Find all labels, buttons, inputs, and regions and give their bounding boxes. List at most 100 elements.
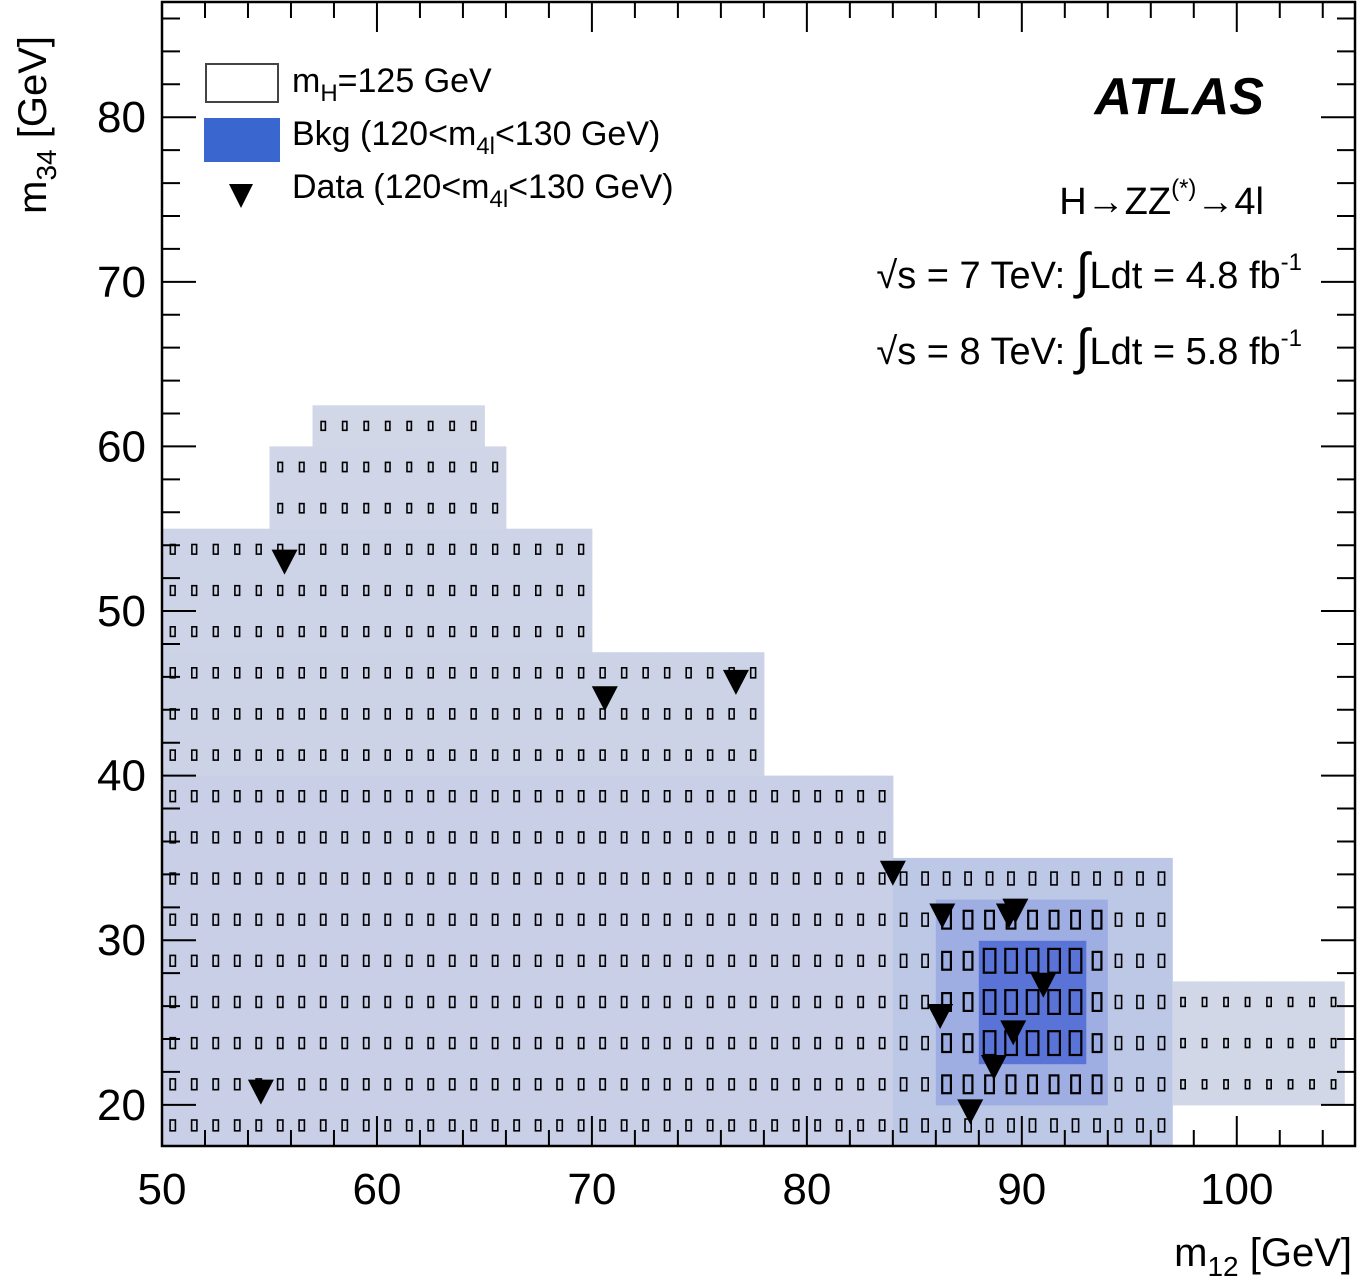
bkg-bin bbox=[806, 1104, 829, 1147]
bkg-bin bbox=[570, 940, 593, 982]
bkg-bin bbox=[828, 1063, 851, 1106]
signal-box bbox=[620, 666, 628, 679]
signal-box bbox=[620, 749, 628, 761]
bkg-bin bbox=[269, 1022, 292, 1065]
data-point bbox=[591, 686, 618, 712]
bkg-bin bbox=[291, 487, 313, 530]
bkg-bin bbox=[505, 693, 528, 735]
bkg-bin bbox=[226, 734, 249, 777]
bkg-bin bbox=[484, 487, 507, 530]
signal-box bbox=[534, 543, 542, 555]
plot-frame bbox=[160, 0, 1357, 1148]
bkg-bin bbox=[570, 693, 593, 735]
bkg-bin bbox=[162, 734, 184, 777]
bkg-bin bbox=[312, 816, 335, 859]
bkg-bin bbox=[398, 528, 421, 571]
bkg-bin bbox=[419, 446, 442, 489]
signal-box bbox=[941, 1074, 953, 1095]
x-tick-label: 100 bbox=[1200, 1165, 1273, 1214]
signal-box bbox=[212, 872, 220, 885]
bkg-bin bbox=[1043, 899, 1066, 941]
bkg-bin bbox=[355, 693, 378, 735]
signal-box bbox=[1114, 1077, 1123, 1092]
signal-box bbox=[212, 831, 220, 844]
bkg-bin bbox=[398, 857, 421, 900]
bkg-bin bbox=[570, 816, 593, 859]
bkg-bin bbox=[935, 940, 958, 982]
signal-box bbox=[341, 708, 348, 720]
bkg-bin bbox=[677, 775, 700, 818]
bkg-bin bbox=[1301, 981, 1324, 1024]
signal-box bbox=[599, 789, 607, 803]
bkg-bin bbox=[742, 1104, 765, 1147]
data-point bbox=[1000, 1020, 1027, 1046]
bkg-bin bbox=[548, 693, 571, 735]
signal-box bbox=[405, 666, 413, 679]
bkg-bin bbox=[634, 1022, 657, 1065]
signal-box bbox=[491, 954, 499, 968]
signal-box bbox=[255, 749, 262, 761]
signal-box bbox=[384, 1036, 392, 1050]
data-point bbox=[1030, 972, 1057, 998]
bkg-bin bbox=[806, 775, 829, 818]
bkg-bin bbox=[548, 940, 571, 982]
signal-box bbox=[491, 831, 499, 844]
signal-box bbox=[384, 502, 391, 514]
bkg-bin bbox=[377, 569, 399, 612]
bkg-bin bbox=[1215, 981, 1238, 1024]
signal-box bbox=[491, 749, 499, 761]
bkg-bin bbox=[312, 775, 335, 818]
bkg-bin bbox=[1150, 940, 1173, 982]
signal-box bbox=[319, 1036, 327, 1050]
signal-box bbox=[470, 584, 477, 597]
signal-box bbox=[642, 913, 650, 926]
signal-box bbox=[427, 502, 434, 514]
bkg-bin bbox=[677, 652, 700, 694]
signal-box bbox=[663, 749, 671, 761]
signal-box bbox=[878, 954, 886, 968]
bkg-bin bbox=[892, 940, 915, 982]
signal-box bbox=[362, 749, 370, 761]
signal-box bbox=[276, 1036, 284, 1050]
bkg-bin bbox=[914, 1022, 937, 1065]
bkg-bin bbox=[441, 1063, 464, 1106]
signal-box bbox=[212, 1119, 220, 1132]
signal-box bbox=[190, 913, 198, 926]
bkg-bin bbox=[462, 1063, 485, 1106]
signal-box bbox=[706, 995, 714, 1009]
bkg-bin bbox=[484, 899, 507, 941]
signal-box bbox=[1244, 996, 1251, 1008]
signal-box bbox=[212, 954, 220, 968]
signal-box bbox=[298, 584, 305, 597]
signal-box bbox=[899, 1118, 908, 1133]
bkg-bin bbox=[656, 940, 679, 982]
bkg-bin bbox=[484, 652, 507, 694]
bkg-bin bbox=[591, 1063, 614, 1106]
signal-box bbox=[341, 995, 349, 1009]
signal-box bbox=[277, 584, 284, 597]
y-tick-label: 70 bbox=[97, 258, 146, 307]
bkg-bin bbox=[957, 981, 980, 1024]
bkg-bin bbox=[1172, 981, 1195, 1024]
bkg-bin bbox=[162, 816, 184, 859]
bkg-bin bbox=[871, 981, 894, 1024]
signal-box bbox=[427, 789, 435, 803]
bkg-bin bbox=[505, 652, 528, 694]
signal-box bbox=[406, 461, 413, 473]
bkg-bin bbox=[763, 899, 786, 941]
bkg-bin bbox=[1000, 1063, 1023, 1106]
bkg-bin bbox=[548, 981, 571, 1024]
signal-box bbox=[749, 1036, 757, 1050]
bkg-bin bbox=[763, 857, 786, 900]
signal-box bbox=[491, 708, 499, 720]
signal-box bbox=[298, 461, 305, 473]
signal-box bbox=[298, 1078, 306, 1091]
plot-border bbox=[160, 0, 1357, 1148]
bkg-bin bbox=[1043, 1022, 1066, 1065]
signal-box bbox=[298, 502, 305, 514]
signal-box bbox=[749, 708, 757, 720]
signal-box bbox=[962, 991, 974, 1012]
signal-box bbox=[405, 995, 413, 1009]
bkg-bin bbox=[548, 857, 571, 900]
